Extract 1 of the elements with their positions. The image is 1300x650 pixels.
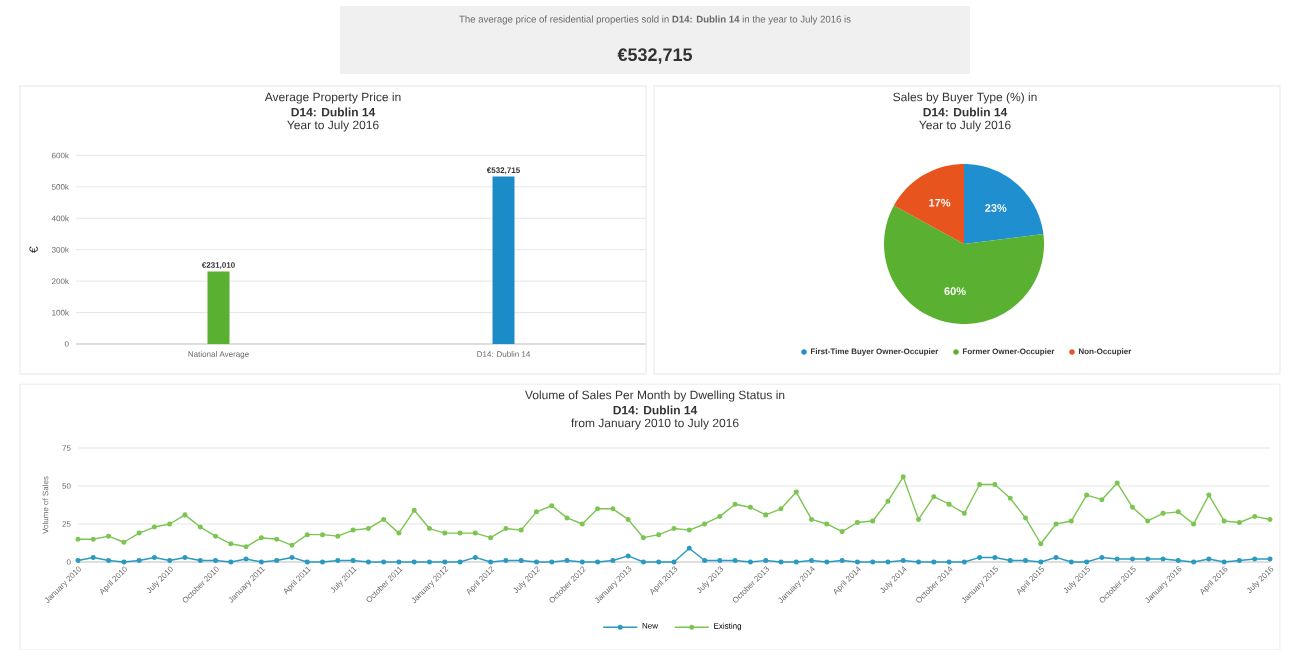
text: €532,715 [617,48,693,64]
